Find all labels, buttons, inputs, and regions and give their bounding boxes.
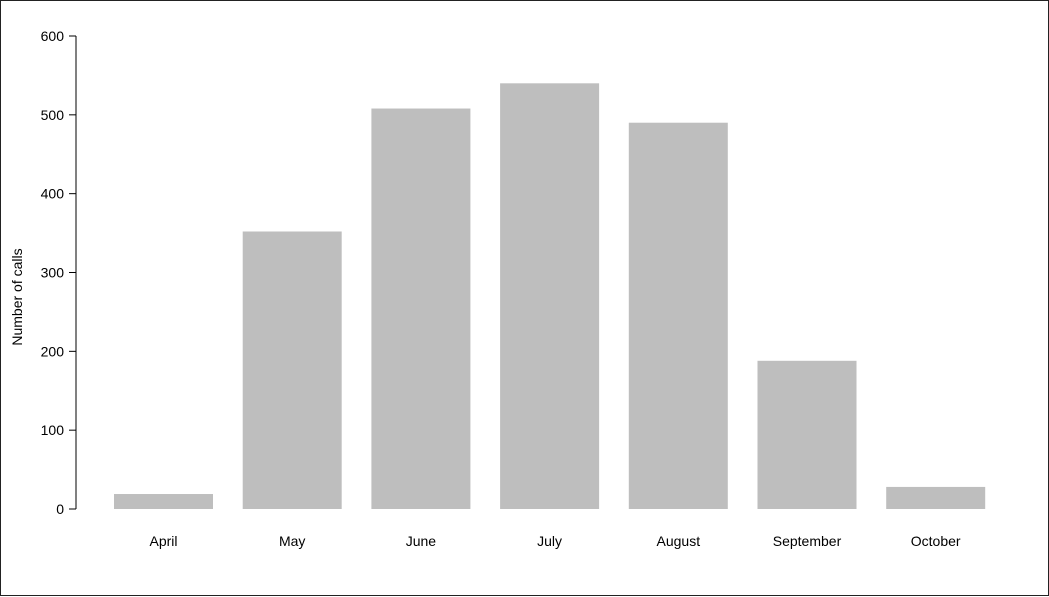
bar-july: [500, 83, 600, 510]
x-tick-label: July: [537, 533, 562, 549]
bar-june: [371, 108, 471, 509]
bar-september: [757, 360, 857, 509]
x-tick-label: April: [149, 533, 177, 549]
x-tick-label: September: [773, 533, 842, 549]
x-tick-label: June: [406, 533, 437, 549]
bar-april: [114, 494, 213, 509]
y-tick-label: 600: [41, 28, 65, 44]
y-axis-title: Number of calls: [9, 248, 25, 345]
y-tick-label: 0: [56, 501, 64, 517]
bar-october: [886, 486, 986, 509]
bars: [114, 83, 986, 510]
y-tick-label: 200: [41, 343, 65, 359]
y-tick-label: 400: [41, 186, 65, 202]
x-tick-label: May: [279, 533, 305, 549]
y-tick-label: 100: [41, 422, 65, 438]
x-axis-labels: April May June July August September October: [149, 533, 960, 549]
bar-may: [242, 231, 342, 510]
x-tick-label: August: [657, 533, 701, 549]
bar-august: [628, 122, 728, 509]
y-tick-label: 300: [41, 265, 65, 281]
y-tick-label: 500: [41, 107, 65, 123]
y-axis: 0 100 200 300 400 500 600: [41, 28, 77, 517]
x-tick-label: October: [911, 533, 961, 549]
